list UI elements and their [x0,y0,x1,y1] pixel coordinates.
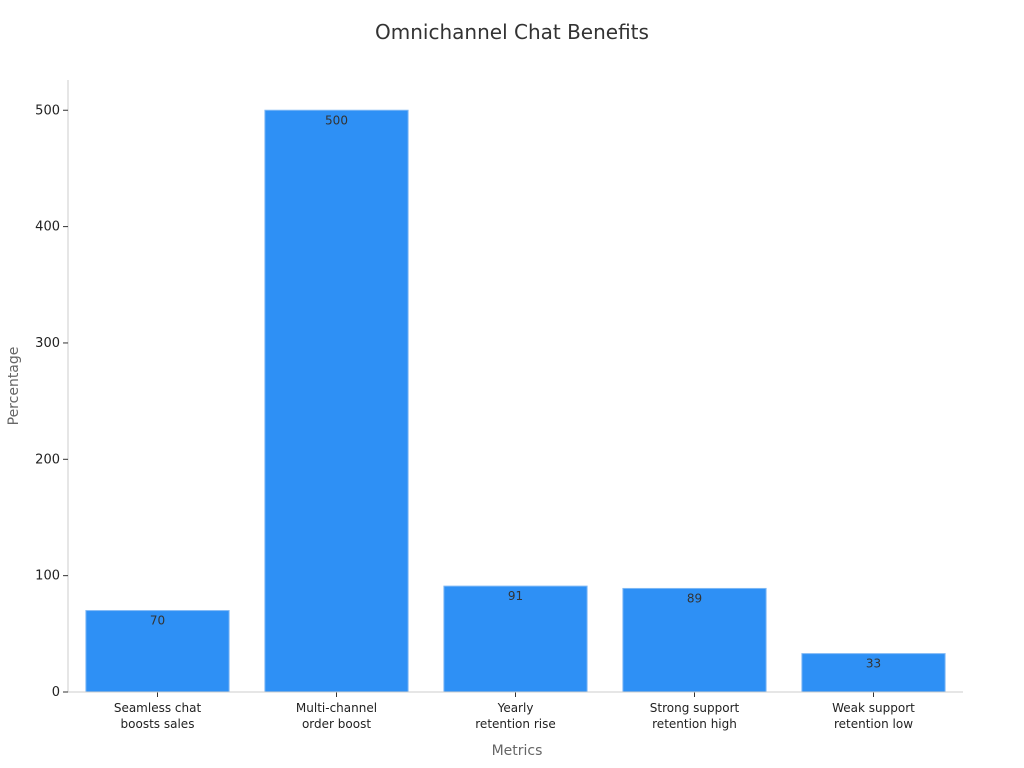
bar-value-label: 500 [325,113,348,127]
x-tick-label: Multi-channel order boost [296,701,377,731]
y-tick-label: 300 [35,336,60,351]
x-tick-label: Yearly retention rise [475,701,555,731]
y-tick-label: 0 [52,685,60,700]
x-tick-label: Weak support retention low [832,701,915,731]
chart-title: Omnichannel Chat Benefits [375,20,649,44]
y-tick-label: 500 [35,103,60,118]
y-tick-label: 200 [35,452,60,467]
axes-group: Seamless chat boosts sales Multi-channel or… [35,80,963,731]
x-tick-label: Seamless chat boosts sales [114,701,202,731]
bar-value-label: 89 [687,591,702,605]
y-tick-label: 100 [35,569,60,584]
bar-value-label: 70 [150,614,165,628]
bar [622,587,767,693]
x-axis-title: Metrics [492,743,543,759]
bar [264,109,409,693]
bar [85,610,230,693]
y-axis-title: Percentage [6,347,22,426]
bar-value-label: 91 [508,589,523,603]
y-tick-label: 400 [35,220,60,235]
bar [443,585,588,693]
x-tick-label: Strong support retention high [650,701,740,731]
bars-group: 70 500 91 89 33 [85,109,946,693]
bar-value-label: 33 [866,657,881,671]
